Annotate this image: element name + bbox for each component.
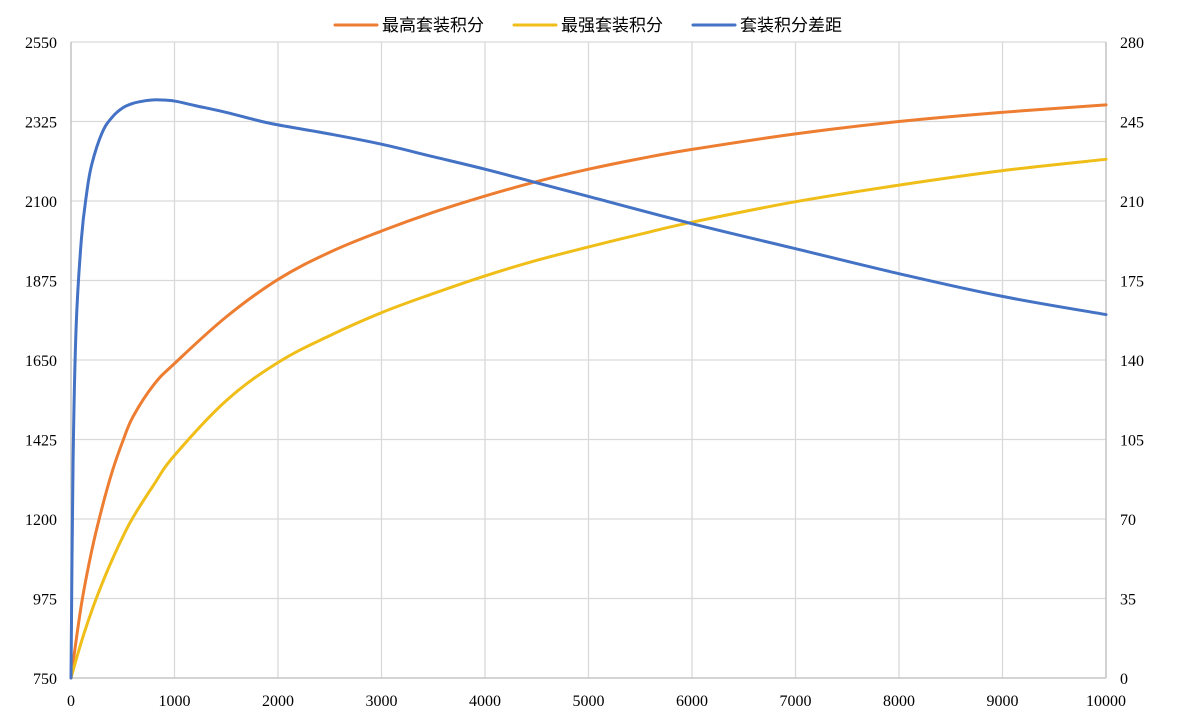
y-right-tick-label: 140 (1120, 353, 1144, 370)
y-right-tick-label: 35 (1120, 592, 1136, 609)
y-left-tick-label: 2325 (25, 115, 57, 132)
y-left-tick-label: 975 (33, 592, 57, 609)
legend-item: 套装积分差距 (691, 16, 842, 36)
y-right-tick-label: 210 (1120, 194, 1144, 211)
x-tick-label: 4000 (469, 693, 501, 710)
y-right-tick-label: 175 (1120, 274, 1144, 291)
y-right-tick-label: 70 (1120, 512, 1136, 529)
y-left-tick-label: 1650 (25, 353, 57, 370)
x-tick-label: 9000 (987, 693, 1019, 710)
x-tick-label: 0 (67, 693, 75, 710)
tick-labels: 7509751200142516501875210023252550035701… (25, 35, 1144, 710)
y-right-tick-label: 280 (1120, 35, 1144, 52)
x-tick-label: 3000 (366, 693, 398, 710)
y-left-tick-label: 1425 (25, 433, 57, 450)
y-left-tick-label: 2100 (25, 194, 57, 211)
x-tick-label: 6000 (676, 693, 708, 710)
x-tick-label: 10000 (1086, 693, 1126, 710)
y-right-tick-label: 105 (1120, 433, 1144, 450)
legend-label: 套装积分差距 (740, 16, 842, 36)
legend-item: 最高套装积分 (333, 16, 484, 36)
legend-item: 最强套装积分 (512, 16, 663, 36)
y-right-tick-label: 245 (1120, 115, 1144, 132)
series-line-1 (69, 103, 1108, 680)
y-left-tick-label: 1200 (25, 512, 57, 529)
y-left-tick-label: 1875 (25, 274, 57, 291)
legend-label: 最高套装积分 (382, 16, 484, 36)
x-tick-label: 1000 (159, 693, 191, 710)
x-tick-label: 5000 (573, 693, 605, 710)
x-tick-label: 8000 (883, 693, 915, 710)
y-left-tick-label: 750 (33, 671, 57, 688)
x-tick-label: 2000 (262, 693, 294, 710)
y-left-tick-label: 2550 (25, 35, 57, 52)
x-tick-label: 7000 (780, 693, 812, 710)
gridlines (70, 41, 1107, 679)
y-right-tick-label: 0 (1120, 671, 1128, 688)
series-lines (69, 98, 1108, 680)
legend: 最高套装积分 最强套装积分 套装积分差距 (333, 16, 842, 36)
legend-label: 最强套装积分 (561, 16, 663, 36)
series-line-3 (69, 98, 1108, 680)
series-line-2 (69, 157, 1108, 680)
